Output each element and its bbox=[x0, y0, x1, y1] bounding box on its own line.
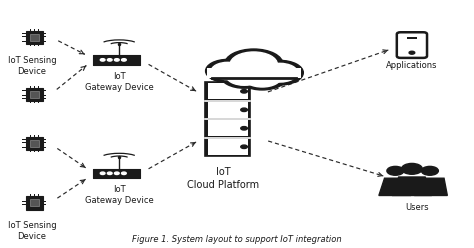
Bar bbox=[43, 142, 46, 143]
Bar bbox=[43, 95, 46, 96]
Circle shape bbox=[241, 108, 247, 112]
Bar bbox=[37, 135, 38, 137]
Bar bbox=[22, 204, 26, 205]
Bar bbox=[37, 86, 38, 88]
Text: Applications: Applications bbox=[386, 61, 438, 70]
Circle shape bbox=[243, 67, 281, 87]
Bar bbox=[26, 137, 43, 151]
Bar bbox=[26, 31, 43, 44]
Circle shape bbox=[114, 172, 119, 175]
Bar bbox=[34, 101, 35, 103]
Bar bbox=[37, 194, 38, 196]
Circle shape bbox=[256, 60, 303, 85]
Bar bbox=[26, 196, 43, 210]
FancyBboxPatch shape bbox=[397, 32, 427, 58]
Bar bbox=[30, 194, 31, 196]
Circle shape bbox=[241, 145, 247, 149]
Polygon shape bbox=[414, 178, 447, 195]
Bar bbox=[43, 98, 46, 99]
Bar bbox=[22, 201, 26, 202]
Bar bbox=[22, 36, 26, 37]
Circle shape bbox=[387, 166, 404, 175]
Bar bbox=[93, 169, 140, 178]
Bar bbox=[22, 33, 26, 34]
Circle shape bbox=[237, 64, 287, 90]
Bar bbox=[34, 86, 35, 88]
Bar bbox=[30, 34, 38, 41]
Circle shape bbox=[121, 59, 126, 61]
Bar bbox=[22, 142, 26, 143]
Bar bbox=[22, 95, 26, 96]
Text: IoT
Cloud Platform: IoT Cloud Platform bbox=[187, 167, 259, 190]
Bar bbox=[43, 33, 46, 34]
Bar bbox=[30, 135, 31, 137]
Circle shape bbox=[409, 51, 415, 54]
Circle shape bbox=[262, 63, 298, 82]
Circle shape bbox=[100, 59, 105, 61]
Circle shape bbox=[221, 63, 268, 88]
Bar bbox=[93, 55, 140, 64]
Circle shape bbox=[108, 59, 112, 61]
Bar bbox=[34, 135, 35, 137]
Text: IoT Sensing
Device: IoT Sensing Device bbox=[8, 221, 56, 242]
Text: IoT
Gateway Device: IoT Gateway Device bbox=[85, 72, 154, 92]
Bar bbox=[30, 210, 31, 211]
Bar bbox=[22, 41, 26, 42]
Bar bbox=[30, 44, 31, 46]
Circle shape bbox=[241, 126, 247, 130]
Bar bbox=[43, 90, 46, 91]
Polygon shape bbox=[379, 178, 411, 195]
Bar bbox=[43, 201, 46, 202]
Circle shape bbox=[401, 163, 422, 174]
Circle shape bbox=[114, 59, 119, 61]
Bar bbox=[208, 83, 248, 99]
Bar bbox=[205, 82, 250, 156]
Bar bbox=[34, 194, 35, 196]
Bar bbox=[30, 140, 38, 147]
Text: IoT Sensing
Device: IoT Sensing Device bbox=[8, 56, 56, 76]
Bar bbox=[37, 101, 38, 103]
Bar bbox=[37, 44, 38, 46]
Bar bbox=[208, 102, 248, 118]
Bar bbox=[22, 90, 26, 91]
Circle shape bbox=[211, 62, 244, 80]
Text: Figure 1. System layout to support IoT integration: Figure 1. System layout to support IoT i… bbox=[132, 235, 342, 244]
Bar bbox=[43, 36, 46, 37]
Polygon shape bbox=[392, 177, 432, 195]
Bar bbox=[22, 139, 26, 140]
Bar bbox=[34, 210, 35, 211]
Bar bbox=[208, 139, 248, 155]
Text: IoT
Gateway Device: IoT Gateway Device bbox=[85, 185, 154, 205]
Bar bbox=[37, 151, 38, 152]
Circle shape bbox=[225, 49, 283, 80]
Bar bbox=[34, 151, 35, 152]
Bar bbox=[30, 86, 31, 88]
Bar bbox=[208, 120, 248, 136]
Circle shape bbox=[227, 66, 262, 85]
Bar bbox=[30, 91, 38, 98]
Circle shape bbox=[100, 172, 105, 175]
Bar bbox=[30, 101, 31, 103]
Bar bbox=[22, 98, 26, 99]
Bar bbox=[30, 151, 31, 152]
Circle shape bbox=[421, 166, 438, 175]
Circle shape bbox=[206, 59, 250, 83]
Text: Users: Users bbox=[405, 203, 428, 212]
Bar bbox=[34, 44, 35, 46]
Bar bbox=[30, 29, 31, 31]
Bar bbox=[30, 199, 38, 206]
Bar bbox=[43, 139, 46, 140]
Bar bbox=[34, 29, 35, 31]
Circle shape bbox=[230, 52, 277, 77]
Circle shape bbox=[108, 172, 112, 175]
Circle shape bbox=[121, 172, 126, 175]
Bar bbox=[407, 37, 417, 39]
Circle shape bbox=[241, 90, 247, 93]
Bar bbox=[207, 68, 301, 78]
Bar bbox=[43, 204, 46, 205]
Bar bbox=[26, 88, 43, 101]
Bar bbox=[37, 29, 38, 31]
Bar bbox=[43, 41, 46, 42]
Bar bbox=[37, 210, 38, 211]
